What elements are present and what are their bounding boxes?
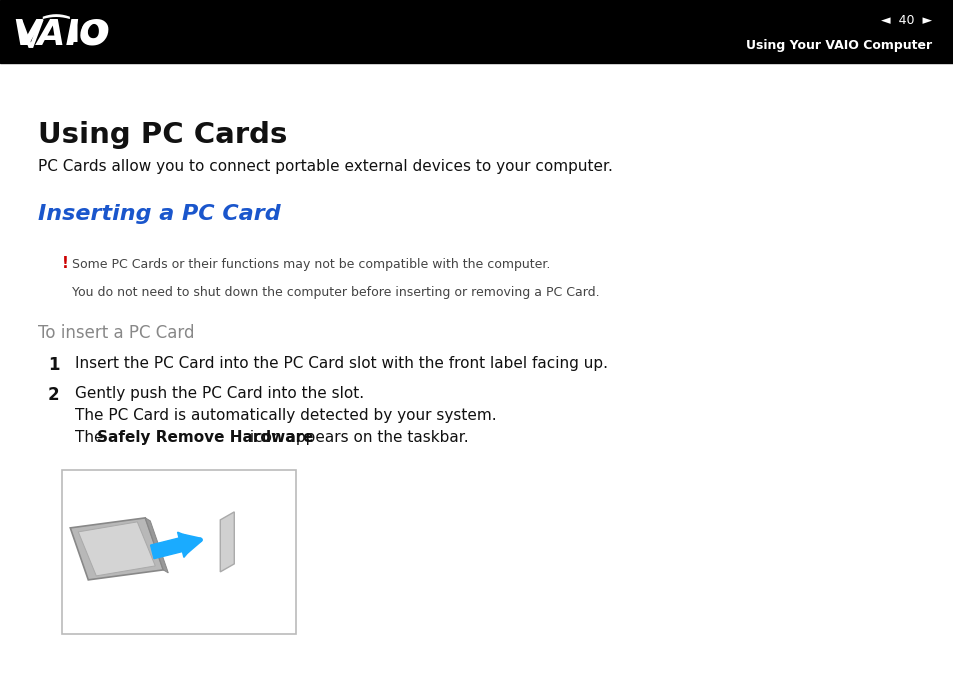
Bar — [62, 470, 295, 634]
Text: Insert the PC Card into the PC Card slot with the front label facing up.: Insert the PC Card into the PC Card slot… — [75, 356, 607, 371]
Text: 1: 1 — [48, 356, 59, 373]
Text: The PC Card is automatically detected by your system.: The PC Card is automatically detected by… — [75, 408, 497, 423]
Text: VAIO: VAIO — [12, 18, 110, 51]
Polygon shape — [145, 518, 168, 573]
Text: 2: 2 — [48, 386, 59, 404]
Polygon shape — [71, 518, 163, 580]
Text: To insert a PC Card: To insert a PC Card — [38, 324, 194, 342]
Polygon shape — [220, 512, 234, 572]
Text: Gently push the PC Card into the slot.: Gently push the PC Card into the slot. — [75, 386, 364, 400]
Text: ⋁⁀IO: ⋁⁀IO — [18, 14, 106, 49]
Text: Some PC Cards or their functions may not be compatible with the computer.: Some PC Cards or their functions may not… — [71, 257, 550, 271]
Text: Using PC Cards: Using PC Cards — [38, 121, 287, 149]
Text: Inserting a PC Card: Inserting a PC Card — [38, 204, 280, 224]
FancyArrow shape — [151, 532, 198, 559]
Text: ◄  40  ►: ◄ 40 ► — [880, 13, 931, 26]
Bar — [0, 0, 953, 63]
Text: Safely Remove Hardware: Safely Remove Hardware — [97, 430, 314, 445]
Text: PC Cards allow you to connect portable external devices to your computer.: PC Cards allow you to connect portable e… — [38, 158, 612, 174]
Text: !: ! — [62, 255, 69, 271]
Polygon shape — [78, 522, 155, 576]
Text: Using Your VAIO Computer: Using Your VAIO Computer — [745, 38, 931, 52]
Text: You do not need to shut down the computer before inserting or removing a PC Card: You do not need to shut down the compute… — [71, 286, 599, 299]
Text: icon appears on the taskbar.: icon appears on the taskbar. — [245, 430, 468, 445]
Text: The: The — [75, 430, 109, 445]
